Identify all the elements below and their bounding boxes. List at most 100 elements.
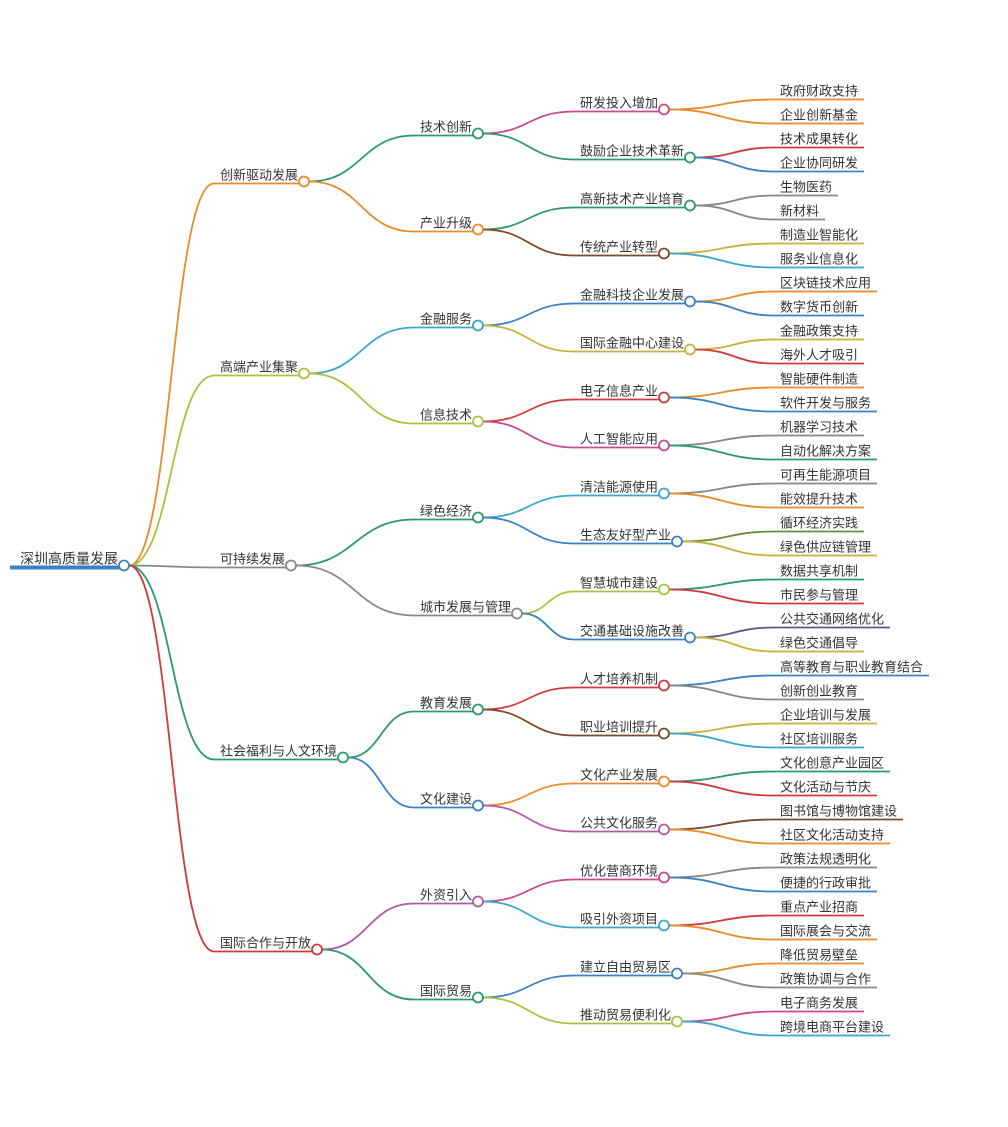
node-label: 技术创新 xyxy=(420,120,472,135)
node-junction xyxy=(659,489,669,499)
mindmap-edge xyxy=(483,784,574,806)
node-junction xyxy=(685,201,695,211)
node-label: 信息技术 xyxy=(420,408,472,423)
node-label: 社会福利与人文环境 xyxy=(220,744,337,759)
node-label: 区块链技术应用 xyxy=(780,276,871,291)
mindmap-edge xyxy=(483,496,574,518)
mindmap-edge xyxy=(348,712,414,758)
node-label: 可持续发展 xyxy=(220,552,285,567)
node-label: 创新创业教育 xyxy=(780,684,858,699)
mindmap-edge xyxy=(669,244,774,254)
mindmap-edge xyxy=(483,230,574,256)
node-junction xyxy=(286,561,296,571)
mindmap-edge xyxy=(695,340,774,350)
mindmap-edge xyxy=(669,926,774,940)
mindmap-edge xyxy=(695,302,774,316)
node-label: 交通基础设施改善 xyxy=(580,624,684,639)
node-junction xyxy=(685,345,695,355)
mindmap-edge xyxy=(309,182,414,232)
node-junction xyxy=(119,561,129,571)
mindmap-edge xyxy=(695,196,774,206)
node-junction xyxy=(672,537,682,547)
node-junction xyxy=(659,393,669,403)
mindmap-edge xyxy=(483,112,574,134)
mindmap-edge xyxy=(483,400,574,422)
node-label: 降低贸易壁垒 xyxy=(780,948,858,963)
node-junction xyxy=(659,585,669,595)
node-junction xyxy=(299,177,309,187)
node-label: 政策协调与合作 xyxy=(780,972,871,987)
node-label: 金融服务 xyxy=(420,312,472,327)
node-label: 图书馆与博物馆建设 xyxy=(780,804,897,819)
mindmap-edge xyxy=(695,148,774,158)
node-label: 绿色供应链管理 xyxy=(780,540,871,555)
node-label: 政策法规透明化 xyxy=(780,852,871,867)
mindmap-edge xyxy=(669,446,774,460)
node-label: 社区培训服务 xyxy=(780,732,858,747)
mindmap-edge xyxy=(522,614,574,640)
node-label: 创新驱动发展 xyxy=(220,168,298,183)
node-junction xyxy=(659,921,669,931)
mindmap-edge xyxy=(322,950,414,1000)
mindmap-edge xyxy=(669,868,774,878)
node-label: 智能硬件制造 xyxy=(780,372,858,387)
node-label: 吸引外资项目 xyxy=(580,912,658,927)
mindmap-edge xyxy=(483,326,574,352)
mindmap-edge xyxy=(669,580,774,590)
node-junction xyxy=(473,417,483,427)
node-junction xyxy=(338,753,348,763)
node-junction xyxy=(659,249,669,259)
mindmap-edge xyxy=(296,520,414,566)
node-label: 跨境电商平台建设 xyxy=(780,1020,884,1035)
node-label: 公共交通网络优化 xyxy=(780,612,884,627)
node-junction xyxy=(659,873,669,883)
node-label: 技术成果转化 xyxy=(780,132,858,147)
mindmap-edge xyxy=(483,688,574,710)
node-label: 生态友好型产业 xyxy=(580,528,671,543)
mindmap-edge xyxy=(669,916,774,926)
node-label: 自动化解决方案 xyxy=(780,444,871,459)
node-junction xyxy=(659,681,669,691)
mindmap-edge xyxy=(669,100,774,110)
mindmap-edge xyxy=(669,484,774,494)
node-layer: 深圳高质量发展创新驱动发展技术创新研发投入增加政府财政支持企业创新基金鼓励企业技… xyxy=(10,84,929,1036)
node-junction xyxy=(473,993,483,1003)
node-junction xyxy=(685,633,695,643)
mindmap-edge xyxy=(682,1022,774,1036)
mindmap-edge xyxy=(309,136,414,182)
mindmap-edge xyxy=(483,208,574,230)
node-label: 传统产业转型 xyxy=(580,240,658,255)
node-label: 文化产业发展 xyxy=(580,768,658,783)
mindmap-edge xyxy=(669,820,774,830)
node-label: 可再生能源项目 xyxy=(780,468,871,483)
node-label: 重点产业招商 xyxy=(780,900,858,915)
node-junction xyxy=(659,105,669,115)
mindmap-edge xyxy=(682,532,774,542)
node-junction xyxy=(473,897,483,907)
node-label: 人工智能应用 xyxy=(580,432,658,447)
node-label: 制造业智能化 xyxy=(780,228,858,243)
node-label: 文化活动与节庆 xyxy=(780,780,871,795)
node-label: 服务业信息化 xyxy=(780,252,858,267)
mindmap-edge xyxy=(669,388,774,398)
node-junction xyxy=(473,129,483,139)
node-label: 软件开发与服务 xyxy=(780,396,871,411)
mindmap-edge xyxy=(682,964,774,974)
mindmap-edge xyxy=(682,542,774,556)
mindmap-edge xyxy=(483,976,574,998)
mindmap-edge xyxy=(695,638,774,652)
mindmap-edge xyxy=(669,398,774,412)
mindmap-edge xyxy=(695,206,774,220)
node-junction xyxy=(312,945,322,955)
mindmap-edge xyxy=(348,758,414,808)
node-junction xyxy=(299,369,309,379)
node-label: 企业协同研发 xyxy=(780,156,858,171)
node-label: 研发投入增加 xyxy=(580,96,658,111)
node-label: 社区文化活动支持 xyxy=(780,828,884,843)
mindmap-edge xyxy=(309,374,414,424)
node-label: 高新技术产业培育 xyxy=(580,192,684,207)
node-label: 金融科技企业发展 xyxy=(580,288,684,303)
node-junction xyxy=(473,321,483,331)
mindmap-edge xyxy=(129,376,214,566)
node-label: 电子商务发展 xyxy=(780,996,858,1011)
